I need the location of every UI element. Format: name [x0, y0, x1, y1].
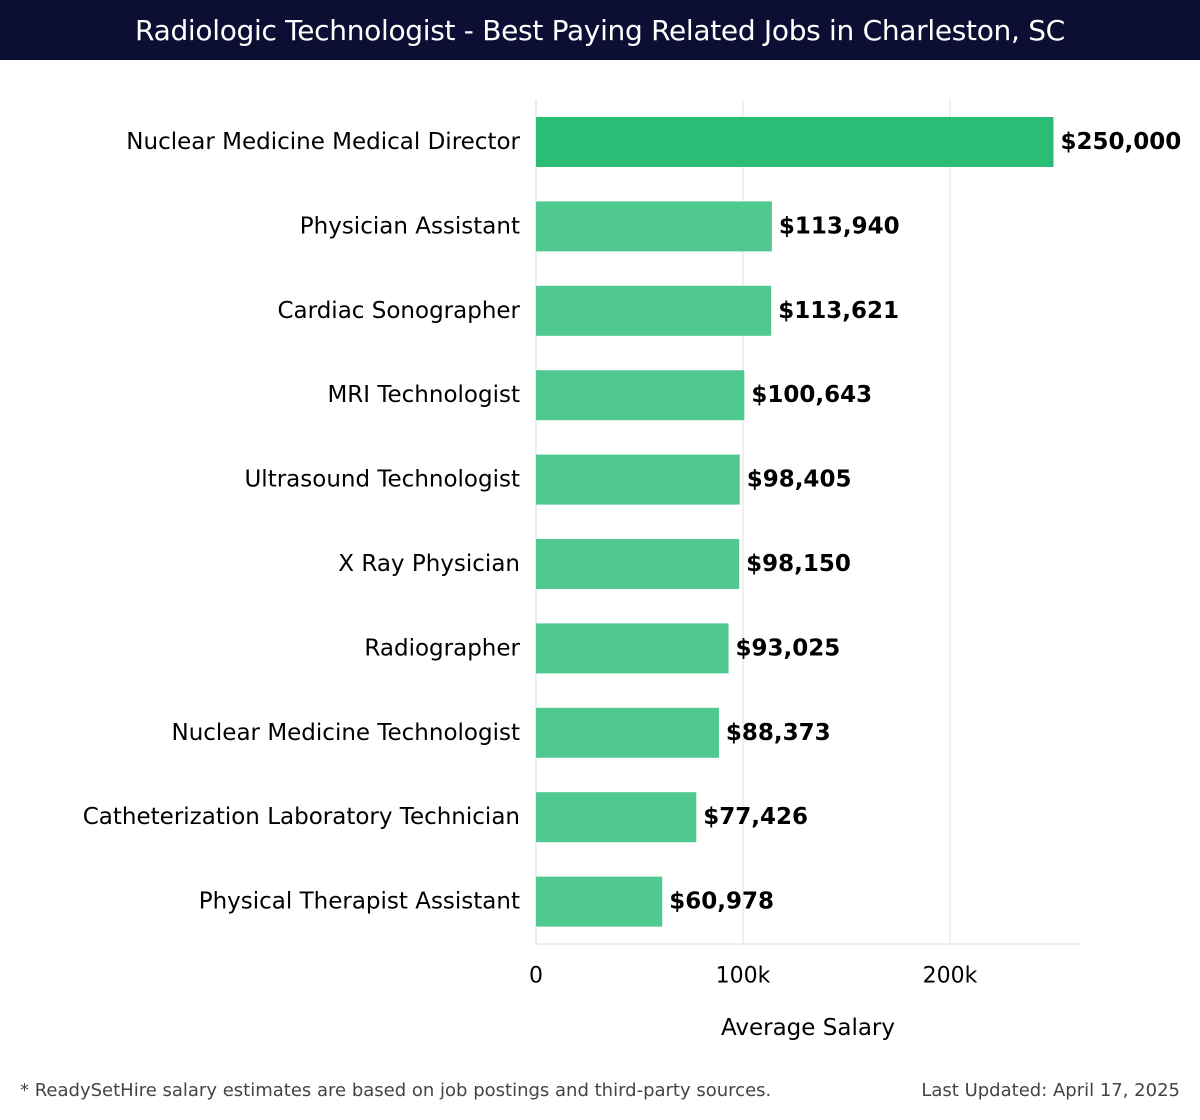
category-label: X Ray Physician — [338, 551, 520, 577]
category-label: Physician Assistant — [300, 213, 520, 239]
bar — [536, 792, 697, 843]
bar — [536, 201, 772, 252]
value-label: $100,643 — [751, 382, 872, 408]
value-label: $98,150 — [746, 551, 851, 577]
bar — [536, 707, 719, 758]
value-label: $113,940 — [779, 213, 900, 239]
category-label: MRI Technologist — [327, 382, 520, 408]
value-label: $98,405 — [747, 467, 852, 493]
value-label: $113,621 — [778, 298, 899, 324]
bar — [536, 370, 745, 421]
category-label: Catheterization Laboratory Technician — [83, 804, 520, 830]
x-axis-title: Average Salary — [721, 1015, 895, 1041]
category-label: Nuclear Medicine Technologist — [171, 720, 520, 746]
value-label: $77,426 — [703, 804, 808, 830]
bar — [536, 876, 663, 927]
category-label: Ultrasound Technologist — [244, 467, 520, 493]
x-tick-label: 0 — [529, 964, 543, 989]
bar — [536, 117, 1054, 167]
footer-note: * ReadySetHire salary estimates are base… — [20, 1080, 772, 1101]
bar — [536, 623, 729, 674]
category-label: Radiographer — [364, 635, 520, 661]
chart-title: Radiologic Technologist - Best Paying Re… — [135, 13, 1065, 47]
x-tick-label: 100k — [716, 964, 771, 989]
category-label: Nuclear Medicine Medical Director — [126, 129, 520, 155]
category-label: Physical Therapist Assistant — [199, 889, 520, 915]
value-label: $60,978 — [669, 889, 774, 915]
category-label: Cardiac Sonographer — [278, 298, 521, 324]
bar — [536, 285, 772, 336]
footer-last-updated: Last Updated: April 17, 2025 — [921, 1080, 1180, 1101]
x-tick-label: 200k — [923, 964, 978, 989]
bar — [536, 539, 740, 589]
value-label: $250,000 — [1061, 129, 1182, 155]
value-label: $93,025 — [736, 635, 841, 661]
bar — [536, 454, 740, 505]
value-label: $88,373 — [726, 720, 831, 746]
title-bar: Radiologic Technologist - Best Paying Re… — [0, 0, 1200, 60]
